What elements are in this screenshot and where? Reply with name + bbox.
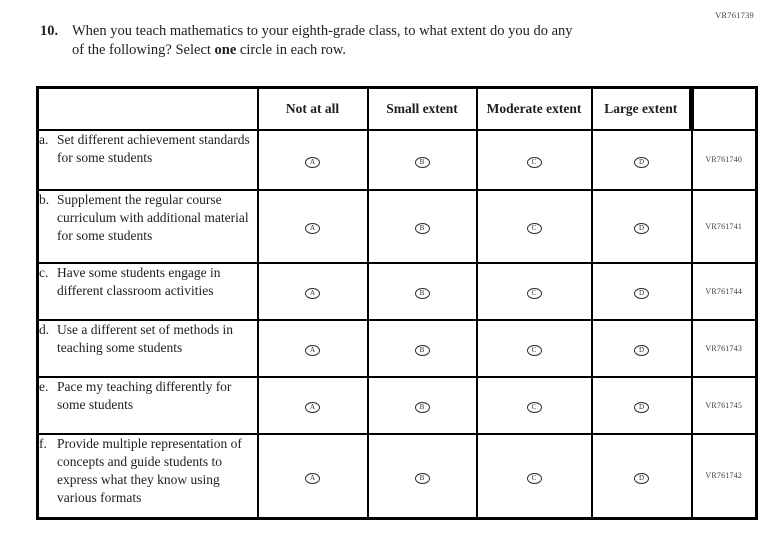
row-f-code: VR761742 xyxy=(690,432,758,520)
row-c-cell-small-extent: B xyxy=(366,261,478,321)
row-e-text: Pace my teaching differently for some st… xyxy=(57,378,232,412)
row-a-label: a. Set different achievement standards f… xyxy=(36,128,259,191)
question-line1: When you teach mathematics to your eight… xyxy=(72,23,573,39)
header-not-at-all: Not at all xyxy=(256,86,369,131)
bubble-c-moderate-extent[interactable]: C xyxy=(526,288,542,299)
bubble-e-small-extent[interactable]: B xyxy=(414,402,430,413)
row-d-text: Use a different set of methods in teachi… xyxy=(57,321,233,355)
row-f-letter: f. xyxy=(39,435,47,451)
bubble-a-not-at-all[interactable]: A xyxy=(305,156,320,168)
table-row-e: e. Pace my teaching differently for some… xyxy=(36,375,758,435)
row-b-cell-large-extent: D xyxy=(590,188,693,264)
row-e-cell-large-extent: D xyxy=(590,375,693,435)
row-c-code: VR761744 xyxy=(690,261,758,321)
table-row-c: c. Have some students engage in differen… xyxy=(36,261,758,321)
header-small-extent: Small extent xyxy=(366,86,478,131)
question-text: When you teach mathematics to your eight… xyxy=(72,22,573,60)
row-d-cell-moderate-extent: C xyxy=(475,318,593,378)
row-f-text: Provide multiple representation of conce… xyxy=(57,435,242,505)
question-line2-after: circle in each row. xyxy=(236,42,347,58)
row-f-cell-small-extent: B xyxy=(366,432,478,520)
row-f-cell-not-at-all: A xyxy=(256,432,369,520)
row-d-cell-not-at-all: A xyxy=(256,318,369,378)
header-row: Not at all Small extent Moderate extent … xyxy=(36,86,758,131)
question-number: 10. xyxy=(40,23,59,39)
question-block: 10. When you teach mathematics to your e… xyxy=(40,22,730,60)
row-a-cell-large-extent: D xyxy=(590,128,693,191)
row-e-cell-moderate-extent: C xyxy=(475,375,593,435)
row-b-cell-moderate-extent: C xyxy=(475,188,593,264)
bubble-f-large-extent[interactable]: D xyxy=(634,472,649,484)
row-a-text: Set different achievement standards for … xyxy=(57,131,250,165)
row-f-label: f. Provide multiple representation of co… xyxy=(36,432,259,520)
bubble-b-moderate-extent[interactable]: C xyxy=(526,223,542,234)
bubble-b-not-at-all[interactable]: A xyxy=(305,223,320,234)
table-row-b: b. Supplement the regular course curricu… xyxy=(36,188,758,264)
header-code-column xyxy=(689,86,758,131)
row-e-label: e. Pace my teaching differently for some… xyxy=(36,375,259,435)
table-row-a: a. Set different achievement standards f… xyxy=(36,128,758,191)
row-f-cell-large-extent: D xyxy=(590,432,693,520)
row-c-cell-moderate-extent: C xyxy=(475,261,593,321)
row-a-letter: a. xyxy=(39,131,49,147)
row-b-letter: b. xyxy=(39,191,50,207)
bubble-c-large-extent[interactable]: D xyxy=(634,288,649,299)
bubble-b-large-extent[interactable]: D xyxy=(634,223,649,234)
row-b-label: b. Supplement the regular course curricu… xyxy=(36,188,259,264)
row-e-cell-small-extent: B xyxy=(366,375,478,435)
header-large-extent: Large extent xyxy=(590,86,693,131)
row-d-cell-large-extent: D xyxy=(590,318,693,378)
question-line2-bold: one xyxy=(214,42,237,58)
row-b-code: VR761741 xyxy=(690,188,758,264)
row-c-cell-large-extent: D xyxy=(590,261,693,321)
row-b-text: Supplement the regular course curriculum… xyxy=(57,191,249,243)
bubble-a-large-extent[interactable]: D xyxy=(634,156,649,168)
bubble-a-small-extent[interactable]: B xyxy=(414,156,430,168)
row-d-label: d. Use a different set of methods in tea… xyxy=(36,318,259,378)
bubble-d-large-extent[interactable]: D xyxy=(634,345,649,356)
bubble-f-moderate-extent[interactable]: C xyxy=(526,472,542,484)
row-d-code: VR761743 xyxy=(690,318,758,378)
bubble-d-small-extent[interactable]: B xyxy=(414,345,430,356)
row-b-cell-small-extent: B xyxy=(366,188,478,264)
row-a-cell-not-at-all: A xyxy=(256,128,369,191)
row-b-cell-not-at-all: A xyxy=(256,188,369,264)
question-line2-before: of the following? Select xyxy=(72,42,215,58)
row-d-letter: d. xyxy=(39,321,50,337)
response-grid: Not at all Small extent Moderate extent … xyxy=(36,86,758,520)
row-d-cell-small-extent: B xyxy=(366,318,478,378)
bubble-e-moderate-extent[interactable]: C xyxy=(526,402,542,413)
row-c-text: Have some students engage in different c… xyxy=(57,264,221,298)
row-a-code: VR761740 xyxy=(690,128,758,191)
row-c-cell-not-at-all: A xyxy=(256,261,369,321)
header-stub xyxy=(36,86,259,131)
row-a-cell-small-extent: B xyxy=(366,128,478,191)
bubble-d-not-at-all[interactable]: A xyxy=(305,345,320,356)
page-code: VR761739 xyxy=(715,10,754,20)
header-moderate-extent: Moderate extent xyxy=(475,86,593,131)
bubble-c-small-extent[interactable]: B xyxy=(414,288,430,299)
table-row-d: d. Use a different set of methods in tea… xyxy=(36,318,758,378)
bubble-d-moderate-extent[interactable]: C xyxy=(526,345,542,356)
row-c-label: c. Have some students engage in differen… xyxy=(36,261,259,321)
bubble-b-small-extent[interactable]: B xyxy=(414,223,430,234)
row-f-cell-moderate-extent: C xyxy=(475,432,593,520)
bubble-e-not-at-all[interactable]: A xyxy=(305,402,320,413)
bubble-f-small-extent[interactable]: B xyxy=(414,472,430,484)
row-e-letter: e. xyxy=(39,378,49,394)
row-e-code: VR761745 xyxy=(690,375,758,435)
row-e-cell-not-at-all: A xyxy=(256,375,369,435)
bubble-c-not-at-all[interactable]: A xyxy=(305,288,320,299)
bubble-a-moderate-extent[interactable]: C xyxy=(526,156,542,168)
table-row-f: f. Provide multiple representation of co… xyxy=(36,432,758,520)
row-c-letter: c. xyxy=(39,264,49,280)
bubble-e-large-extent[interactable]: D xyxy=(634,402,649,413)
bubble-f-not-at-all[interactable]: A xyxy=(305,472,320,484)
row-a-cell-moderate-extent: C xyxy=(475,128,593,191)
